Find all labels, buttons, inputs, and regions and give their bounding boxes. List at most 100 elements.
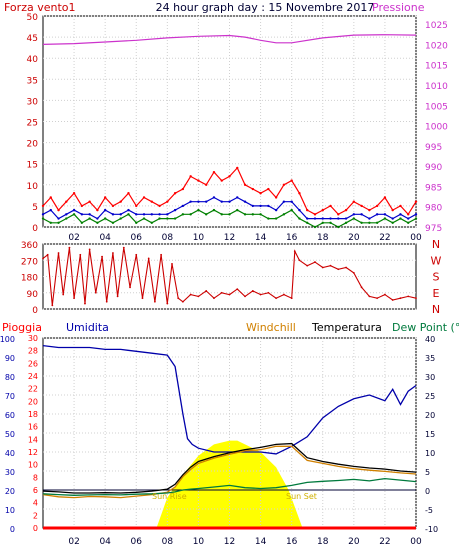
wind_low-point	[313, 225, 317, 229]
wind_gust-point	[135, 204, 138, 208]
wind_low-point	[88, 217, 91, 220]
wind_gust-point	[41, 204, 45, 208]
wind_avg-point	[236, 196, 239, 199]
wind_gust-point	[96, 208, 99, 212]
direction-point	[84, 302, 86, 305]
wind-panel-time-axis: 02 04 06 08 10 12 14 16 18 20 22 00	[68, 233, 422, 243]
dewpoint-line	[42, 477, 417, 496]
rain-tick-label: 20	[28, 397, 38, 406]
temperature-tick-label: 25	[425, 392, 435, 401]
direction-point	[329, 264, 332, 267]
time-tick-label: 16	[286, 233, 298, 243]
time-tick-label: 16	[286, 537, 298, 547]
direction-point	[141, 297, 144, 300]
direction-point	[259, 293, 262, 296]
wind_gust-point	[290, 179, 293, 182]
wind_gust-point	[337, 213, 340, 216]
compass-label: S	[433, 271, 440, 284]
wind_gust-point	[57, 208, 60, 212]
wind_gust-point	[282, 183, 286, 186]
wind_avg-point	[150, 213, 153, 216]
wind-tick-label: 25	[27, 119, 38, 129]
wind_gust-point	[204, 183, 208, 186]
temperature-tick-label: 5	[425, 468, 430, 477]
time-tick-label: 06	[131, 233, 143, 243]
time-tick-label: 14	[255, 233, 267, 243]
time-tick-label: 08	[162, 233, 174, 243]
temperature-tick-label: 40	[425, 335, 435, 344]
humidity-tick-label: 0	[10, 525, 15, 534]
direction-point	[290, 297, 293, 300]
wind_gust-point	[368, 208, 371, 212]
direction-panel-grid	[43, 243, 416, 310]
time-tick-label: 02	[68, 537, 79, 547]
humidity-tick-label: 100	[0, 335, 15, 344]
direction-point	[399, 297, 402, 300]
direction-degree-axis: 0 90 180 270 360	[21, 241, 38, 316]
humidity-tick-label: 40	[5, 449, 15, 458]
temperature-tick-label: 20	[425, 411, 435, 420]
wind_avg-point	[274, 208, 278, 212]
pressure-tick-label: 995	[425, 143, 442, 153]
direction-point	[101, 255, 103, 258]
direction-point	[205, 290, 208, 292]
direction-point	[213, 297, 215, 300]
rain-tick-label: 4	[33, 499, 38, 508]
wind_low-point	[243, 213, 247, 216]
wind_low-point	[212, 208, 216, 212]
wind-tick-label: 5	[32, 203, 38, 213]
direction-point	[415, 297, 417, 300]
wind_avg-point	[243, 200, 247, 203]
wind_avg-point	[158, 213, 161, 216]
wind_low-point	[189, 213, 192, 216]
humidity-tick-label: 70	[5, 392, 15, 401]
time-tick-label: 22	[379, 537, 390, 547]
wind_avg-point	[259, 204, 262, 208]
temperature-tick-label: 0	[425, 487, 430, 496]
time-tick-label: 04	[99, 537, 111, 547]
wind_low-point	[352, 217, 356, 220]
wind_gust-point	[352, 200, 356, 203]
direction-point	[407, 295, 410, 298]
wind_gust-point	[344, 208, 348, 212]
temperature-tick-label: 15	[425, 430, 435, 439]
wind_avg-point	[391, 217, 394, 220]
wind_gust-point	[142, 196, 146, 199]
wind-tick-label: 40	[27, 55, 39, 65]
temperature-panel-series	[42, 344, 417, 530]
wind_low-point	[57, 221, 60, 224]
wind_low-point	[197, 208, 200, 212]
legend-rain: Pioggia	[2, 321, 42, 334]
time-tick-label: 04	[99, 233, 111, 243]
pressure-tick-label: 1010	[425, 82, 448, 92]
wind_avg-point	[383, 213, 387, 216]
direction-point	[122, 246, 125, 249]
wind_avg-point	[49, 208, 52, 212]
direction-point	[376, 297, 379, 300]
wind_low-point	[391, 221, 394, 224]
wind_gust-point	[251, 187, 255, 191]
direction-point	[220, 291, 223, 294]
wind_gust-point	[111, 204, 115, 208]
wind-tick-label: 50	[27, 13, 39, 23]
rain-tick-label: 18	[28, 410, 38, 419]
wind_avg-point	[142, 213, 146, 216]
temperature-tick-label: -5	[425, 506, 433, 515]
windchill-line	[42, 445, 417, 499]
wind_avg-point	[80, 213, 84, 216]
direction-point	[251, 290, 254, 292]
direction-point	[228, 293, 231, 296]
compass-label: N	[432, 303, 440, 316]
temperature-tick-label: -10	[425, 525, 438, 534]
direction-point	[79, 253, 82, 256]
wind_low-point	[329, 221, 332, 224]
direction-point	[112, 252, 114, 254]
time-tick-label: 02	[68, 233, 79, 243]
wind_low-point	[166, 217, 169, 220]
direction-tick-label: 0	[32, 306, 38, 316]
wind_gust-point	[166, 200, 169, 203]
wind_low-point	[150, 221, 153, 224]
wind-tick-label: 15	[27, 161, 38, 171]
wind_gust-point	[181, 187, 185, 191]
wind-direction-series	[42, 246, 417, 307]
